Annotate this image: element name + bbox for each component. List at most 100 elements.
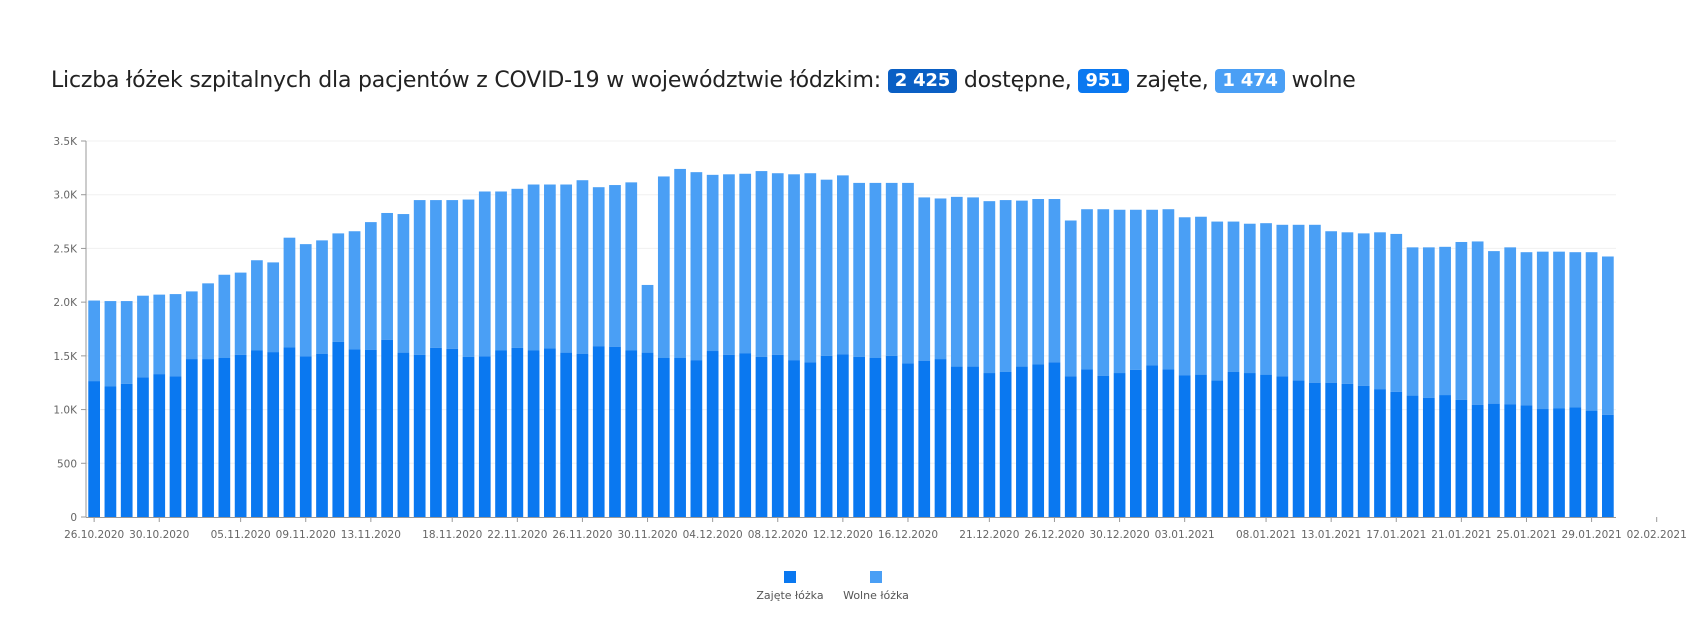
bar-occupied [1097,375,1110,517]
bar-occupied [625,350,638,517]
bar-free [609,185,621,347]
bar-occupied [511,347,524,517]
bar-free [674,168,686,359]
legend-swatch [870,571,882,583]
bar-occupied [609,346,621,517]
x-tick-label: 17.01.2021 [1366,529,1426,541]
bar-occupied [1113,373,1126,517]
bar-occupied [804,362,817,517]
bar-free [511,188,524,348]
bar-occupied [137,377,149,517]
x-tick-label: 25.01.2021 [1496,529,1556,541]
x-tick-label: 05.11.2020 [211,529,271,541]
grid-lines [86,140,1616,464]
bar-occupied [1341,383,1354,517]
bar-occupied [950,366,963,517]
y-tick-label: 3.0K [53,190,78,202]
bar-free [544,184,556,349]
bar-occupied [332,341,345,517]
bar-occupied [299,356,312,517]
bar-free [983,201,996,374]
x-tick-label: 22.11.2020 [487,529,547,541]
bar-occupied [918,360,931,517]
bar-occupied [544,348,556,517]
x-tick-label: 26.12.2020 [1024,529,1084,541]
bar-free [1016,200,1028,367]
bar-occupied [397,352,410,517]
y-tick-label: 2.5K [53,243,78,255]
bar-occupied [527,350,540,517]
bar-occupied [755,356,768,517]
bar-occupied [1553,408,1565,517]
bar-free [771,173,784,355]
legend-swatch [784,571,796,583]
bar-free [788,174,800,361]
bar-free [251,260,263,351]
bar-free [1211,221,1224,381]
bar-occupied [478,356,491,517]
bar-occupied [576,353,589,517]
x-tick-label: 26.11.2020 [552,529,612,541]
bar-occupied [1162,369,1175,517]
bar-free [1309,224,1321,383]
bar-occupied [934,359,947,517]
bar-occupied [1325,382,1338,517]
bar-occupied [592,346,605,517]
bar-free [967,197,979,367]
y-tick-label: 0 [70,512,77,524]
bar-free [267,262,280,353]
bar-free [104,301,117,387]
bar-occupied [869,358,882,517]
x-tick-label: 13.01.2021 [1301,529,1361,541]
bar-occupied [641,352,654,517]
bar-occupied [316,353,328,517]
bar-occupied [1488,403,1500,517]
x-tick-label: 09.11.2020 [276,529,336,541]
bar-free [332,233,345,342]
bar-free [1422,247,1435,398]
x-tick-label: 26.10.2020 [64,529,124,541]
bar-occupied [202,359,214,517]
bar-free [430,200,442,348]
bar-occupied [1260,374,1272,517]
bar-free [739,173,752,354]
bar-occupied [413,354,426,517]
free-beds-badge: 1 474 [1215,69,1285,93]
bar-occupied [1471,404,1484,517]
bar-occupied [283,347,296,517]
bar-free [755,171,768,357]
bar-free [902,182,914,364]
bar-free [560,184,573,353]
bar-free [1146,209,1158,366]
bar-occupied [853,356,865,517]
bar-free [478,191,491,357]
bar-free [1276,224,1289,377]
x-tick-label: 21.12.2020 [959,529,1019,541]
x-tick-label: 29.01.2021 [1562,529,1622,541]
bar-occupied [104,386,117,517]
bar-free [625,182,638,351]
bar-occupied [251,350,263,517]
x-tick-label: 16.12.2020 [878,529,938,541]
bar-occupied [1422,397,1435,517]
bar-free [1520,252,1533,406]
x-tick-label: 18.11.2020 [422,529,482,541]
bar-occupied [348,349,361,517]
bar-free [1357,233,1370,386]
bar-occupied [1309,382,1321,517]
bar-free [120,301,133,384]
bar-free [1374,232,1386,390]
bar-occupied [120,383,133,517]
bar-occupied [1374,389,1386,517]
bar-free [1504,247,1517,405]
bar-occupied [1032,364,1045,517]
title-prefix: Liczba łóżek szpitalnych dla pacjentów z… [51,68,881,93]
bar-free [804,173,817,363]
bar-free [1113,209,1126,374]
bar-free [1064,220,1077,377]
bar-free [1569,252,1582,408]
bar-occupied [1536,409,1549,517]
bar-free [1602,256,1614,415]
bar-free [576,180,589,354]
